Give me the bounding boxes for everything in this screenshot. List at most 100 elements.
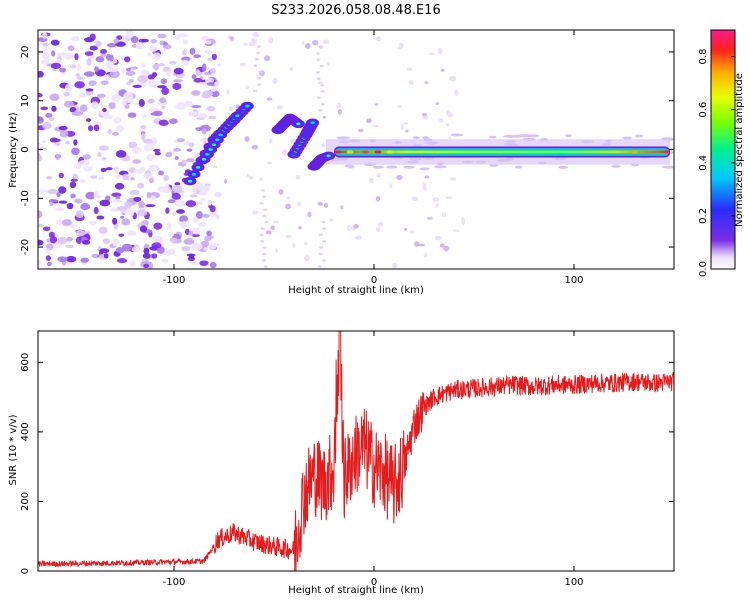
carrier-side-blob [408,157,422,161]
carrier-side-blob [422,136,429,140]
noise-blob [206,105,216,112]
faint-blob [216,63,222,67]
noise-blob [189,254,195,259]
faint-blob [317,81,324,84]
faint-blob [437,47,443,54]
noise-blob [41,59,49,65]
faint-blob [276,105,283,111]
noise-blob [65,244,75,249]
streak-faint-blob [260,227,265,230]
snr-y-tick-label: 200 [20,492,31,511]
streak-faint-blob [317,265,322,268]
faint-blob [376,173,381,178]
noise-blob [198,200,203,206]
faint-blob [275,248,279,253]
noise-blob [40,106,49,111]
noise-blob [146,191,152,199]
streak-faint-blob [319,64,324,68]
carrier-side-blob [517,134,532,138]
noise-blob [70,193,76,199]
noise-blob [137,209,148,217]
snr-x-label: Height of straight line (km) [288,585,424,596]
noise-blob [126,230,138,236]
faint-blob [320,143,326,148]
spec-y-tick-label: -20 [20,239,31,255]
noise-blob [112,132,120,136]
faint-blob [215,214,220,220]
noise-blob [154,151,161,156]
noise-blob [42,42,49,47]
faint-blob [424,175,430,179]
faint-blob [272,77,278,84]
streak-faint-blob [262,195,267,199]
noise-blob [102,107,107,112]
noise-blob [161,105,166,110]
noise-blob [112,217,118,225]
noise-blob [106,53,111,61]
faint-blob [244,136,250,142]
noise-blob [45,112,53,118]
noise-blob [42,121,52,130]
noise-blob [38,239,44,246]
faint-blob [410,230,415,234]
carrier-side-blob [522,137,536,141]
noise-blob [167,199,176,204]
faint-blob [214,81,218,86]
faint-blob [375,195,381,202]
noise-blob [207,57,213,62]
noise-blob [129,209,134,218]
carrier-side-blob [565,134,572,138]
faint-blob [432,197,440,202]
faint-blob [441,211,446,218]
noise-blob [210,90,220,98]
noise-blob [176,138,185,143]
noise-blob [204,71,211,76]
noise-blob [38,223,44,228]
noise-blob [129,79,134,83]
faint-blob [307,211,312,218]
carrier-side-blob [505,139,517,143]
snr-x-ticks: -100 0 100 [163,331,584,588]
noise-blob [199,260,209,267]
noise-blob [151,242,162,249]
noise-blob [74,53,79,61]
spec-x-tick-label: 100 [564,275,583,286]
noise-blob [76,63,81,72]
faint-blob [368,177,374,184]
streak-blob-core [201,157,207,161]
noise-blob [49,93,60,101]
faint-blob [440,68,445,72]
noise-blob [103,253,109,259]
noise-blob [74,81,85,89]
noise-blob [181,59,189,66]
noise-blob [97,152,102,157]
faint-blob [461,217,466,223]
noise-blob [67,45,75,52]
carrier-side-blob [423,138,433,142]
carrier-hot-spot [374,150,382,154]
noise-blob [200,81,210,86]
noise-blob [208,243,217,250]
faint-blob [403,122,409,125]
noise-blob [59,67,67,73]
noise-blob [70,223,78,228]
faint-blob [396,47,402,50]
noise-blob [129,66,139,70]
faint-blob [423,253,428,258]
noise-blob [91,253,100,259]
noise-blob [139,69,151,77]
noise-blob [152,63,160,70]
noise-blob [58,172,65,178]
streak-blob-core [296,122,301,126]
noise-blob [46,243,54,251]
noise-blob [188,230,194,236]
carrier-side-blob [336,136,351,140]
streak-blob-core [326,154,331,158]
streak-faint-blob [319,246,324,249]
streak-blob-core [245,104,250,108]
faint-blob [438,118,444,123]
noise-blob [196,71,203,76]
noise-blob [139,166,146,172]
noise-blob [126,81,132,86]
noise-blob [107,42,117,48]
